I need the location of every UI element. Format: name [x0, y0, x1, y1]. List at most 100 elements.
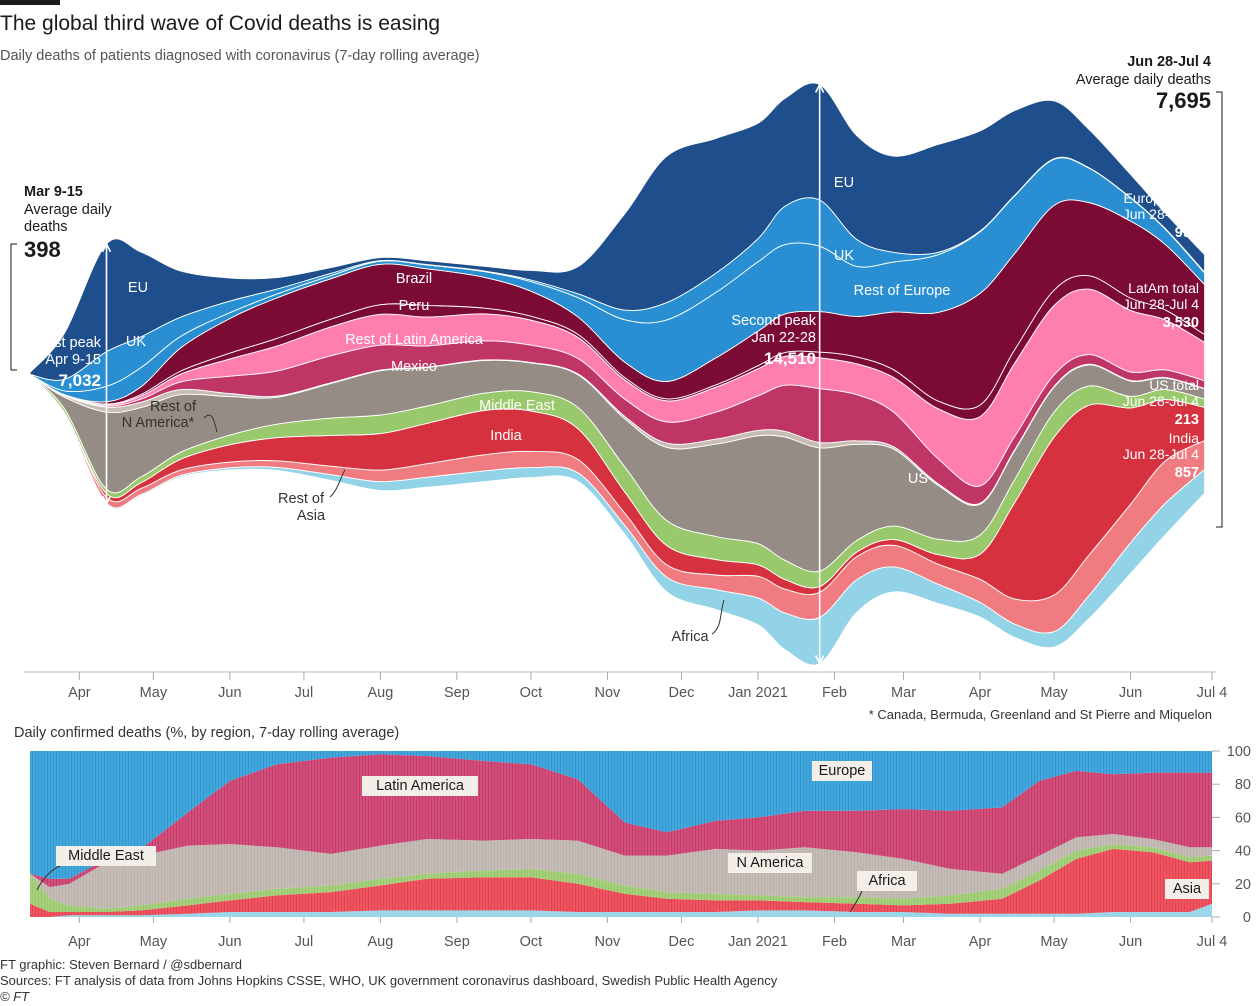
ann-second-peak-value: 14,510 [764, 349, 816, 368]
lower-xtick-label-nov: Nov [595, 934, 622, 950]
lower-ytick-label-20: 20 [1235, 877, 1251, 893]
lower-label-latin-america: Latin America [376, 778, 465, 794]
ann-start-label: Mar 9-15 [24, 184, 83, 200]
ann-us-label: US total [1149, 377, 1199, 393]
upper-tick-label-jul-4: Jul 4 [1197, 685, 1228, 701]
ann-india-sub: Jun 28-Jul 4 [1123, 446, 1199, 462]
upper-tick-label-may: May [1040, 685, 1068, 701]
leader-rest-of-n-america [203, 414, 218, 433]
lower-axes: 0 20 40 60 80 100 Apr May Jun Jul Aug Sep Oct Nov Dec J… [68, 744, 1251, 950]
footnote: * Canada, Bermuda, Greenland and St Pier… [868, 707, 1212, 722]
region-label-rest-of-europe-14: Rest of Europe [854, 283, 951, 299]
leader-middle-east [36, 865, 61, 891]
lower-series-labels: Europe Latin America Middle East N America A… [36, 761, 1209, 913]
leader-africa [711, 599, 725, 635]
ann-start-bracket [10, 243, 17, 371]
lower-label-europe: Europe [819, 763, 866, 779]
lower-ytick-label-60: 60 [1235, 810, 1251, 826]
upper-tick-label-jun: Jun [1119, 685, 1142, 701]
region-label-peru-3: Peru [399, 298, 430, 314]
upper-region-labels: EU UK Brazil Peru Rest of Latin America Mexic… [122, 175, 951, 645]
lower-xtick-label-apr: Apr [68, 934, 91, 950]
lower-xtick-label-jun: Jun [1119, 934, 1142, 950]
lower-label-box-latin-america [362, 776, 478, 796]
credit-sources: Sources: FT analysis of data from Johns … [0, 973, 778, 988]
ann-second-peak-label: Second peak [731, 313, 816, 329]
chart-subtitle: Daily deaths of patients diagnosed with … [0, 48, 480, 64]
lower-label-box-europe [812, 761, 872, 781]
lower-xtick-label-jun: Jun [218, 934, 241, 950]
region-label-middle-east-8: Middle East [479, 398, 555, 414]
ann-end-sub: Average daily deaths [1076, 72, 1211, 88]
region-label-eu-12: EU [834, 175, 854, 191]
credit-graphic: FT graphic: Steven Bernard / @sdbernard [0, 957, 243, 972]
lower-xtick-label-sep: Sep [444, 934, 470, 950]
leader-rest-of-asia [329, 469, 346, 498]
ann-first-peak-sub: Apr 9-15 [45, 352, 101, 368]
ann-india-label: India [1169, 430, 1200, 446]
ann-end-value: 7,695 [1156, 88, 1211, 113]
second-peak-marker-arrow-bottom [814, 655, 825, 666]
region-label-rest-of-latin-america-4: Rest of Latin America [345, 332, 484, 348]
upper-tick-label-dec: Dec [669, 685, 695, 701]
upper-tick-label-sep: Sep [444, 685, 470, 701]
ann-latam-sub: Jun 28-Jul 4 [1123, 296, 1199, 312]
upper-tick-label-feb: Feb [822, 685, 847, 701]
upper-tick-label-apr: Apr [969, 685, 992, 701]
upper-tick-label-jun: Jun [218, 685, 241, 701]
upper-tick-label-mar: Mar [891, 685, 916, 701]
area-eu [29, 82, 1206, 381]
upper-x-axis: Apr May Jun Jul Aug Sep Oct Nov Dec Jan 2021 Feb Ma… [24, 671, 1228, 701]
lower-ytick-label-0: 0 [1243, 910, 1251, 926]
region-label-mexico-5: Mexico [391, 359, 437, 375]
lower-area-africa [30, 903, 1212, 917]
region-label-us-15: US [908, 471, 928, 487]
ann-europe-label: Europe total [1124, 190, 1200, 206]
region-label-brazil-2: Brazil [396, 271, 432, 287]
lower-xtick-label-mar: Mar [891, 934, 916, 950]
upper-stacked-areas [29, 82, 1206, 666]
ann-first-peak-label: First peak [37, 335, 101, 351]
lower-label-box-asia [1165, 879, 1209, 899]
lower-label-asia: Asia [1173, 881, 1202, 897]
credit-copyright: © FT [0, 989, 30, 1004]
lower-label-box-middle-east [56, 846, 156, 866]
credits: FT graphic: Steven Bernard / @sdbernard … [0, 957, 777, 1005]
upper-tick-label-nov: Nov [595, 685, 622, 701]
lower-area-latin-america [30, 754, 1212, 888]
lower-stacked-areas [30, 751, 1212, 917]
lower-xtick-label-jul-4: Jul 4 [1197, 934, 1228, 950]
lower-label-middle-east: Middle East [68, 848, 144, 864]
lower-xtick-label-apr: Apr [969, 934, 992, 950]
lower-xtick-label-oct: Oct [520, 934, 543, 950]
upper-tick-label-may: May [140, 685, 168, 701]
lower-xtick-label-jan-2021: Jan 2021 [728, 934, 788, 950]
lower-xtick-label-feb: Feb [822, 934, 847, 950]
region-label-india-9: India [490, 428, 522, 444]
lower-label-africa: Africa [868, 873, 906, 889]
second-peak-marker-arrow-top [814, 82, 825, 93]
region-label-uk-13: UK [834, 248, 854, 264]
region-label-n-america-7: N America* [122, 415, 195, 431]
upper-tick-label-oct: Oct [520, 685, 543, 701]
ann-europe-value: 995 [1175, 225, 1199, 241]
lower-ytick-label-40: 40 [1235, 844, 1251, 860]
ann-end-label: Jun 28-Jul 4 [1127, 54, 1211, 70]
ann-latam-label: LatAm total [1128, 280, 1199, 296]
first-peak-marker-arrow-top [101, 242, 112, 253]
region-label-africa-16: Africa [671, 629, 709, 645]
lower-xtick-label-jul: Jul [295, 934, 314, 950]
lower-area-asia [30, 848, 1212, 917]
top-accent-bar [0, 0, 60, 5]
lower-chart-title: Daily confirmed deaths (%, by region, 7-… [14, 725, 400, 741]
lower-xtick-label-aug: Aug [367, 934, 393, 950]
lower-xtick-label-dec: Dec [669, 934, 695, 950]
ann-start-sub2: deaths [24, 219, 68, 235]
lower-xtick-label-may: May [1040, 934, 1068, 950]
lower-area-middle-east [30, 844, 1212, 912]
ann-first-peak-value: 7,032 [58, 371, 101, 390]
lower-ytick-label-80: 80 [1235, 777, 1251, 793]
ann-europe-sub: Jun 28-Jul 4 [1123, 206, 1199, 222]
